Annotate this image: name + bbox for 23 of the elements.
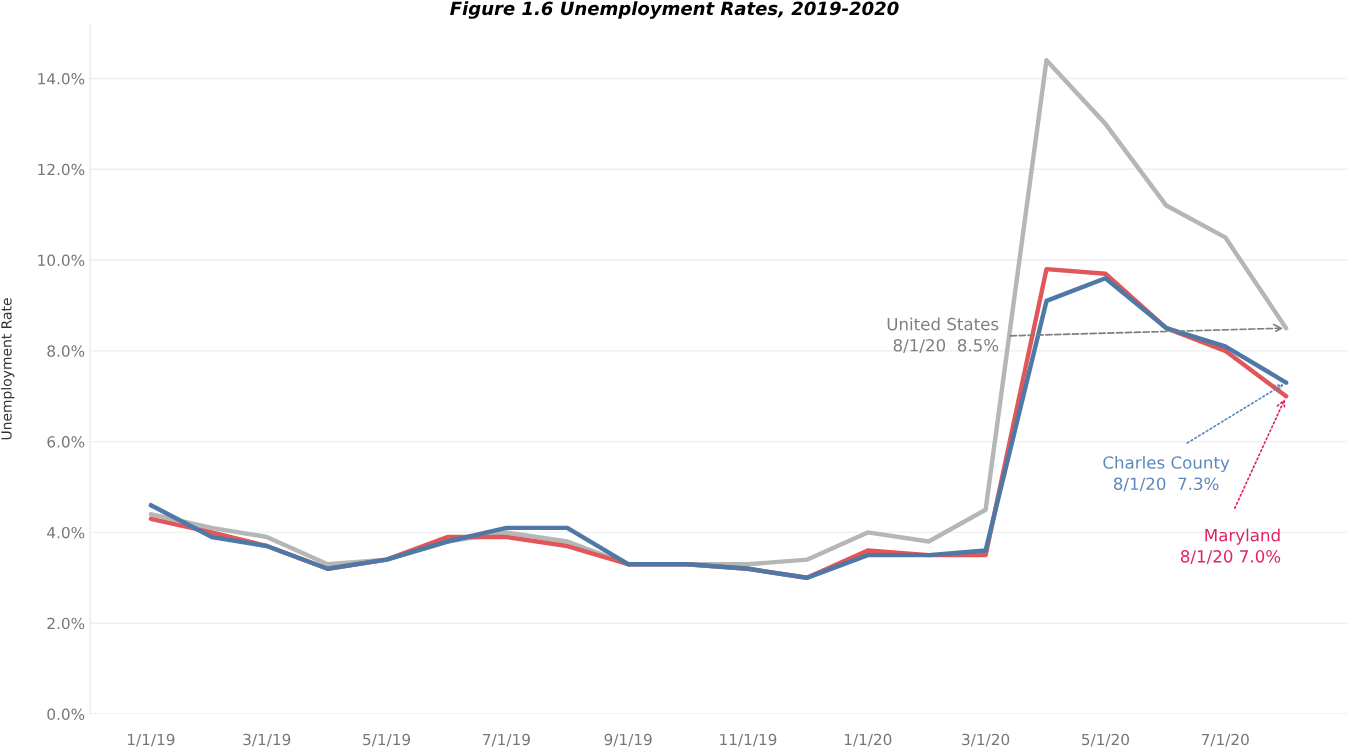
annotation: Maryland 8/1/20 7.0% — [1180, 528, 1281, 564]
x-tick-label: 5/1/20 — [1082, 733, 1129, 747]
annotation: United States 8/1/20 8.5% — [887, 317, 999, 353]
x-tick-label: 11/1/19 — [720, 733, 777, 747]
y-tick-label: 0.0% — [47, 708, 85, 721]
x-tick-label: 7/1/19 — [483, 733, 530, 747]
y-tick-label: 14.0% — [38, 72, 85, 85]
x-tick-label: 1/1/19 — [127, 733, 175, 747]
annotation: Charles County 8/1/20 7.3% — [1103, 455, 1230, 492]
y-tick-label: 2.0% — [47, 617, 85, 630]
y-tick-label: 12.0% — [38, 163, 85, 176]
y-tick-label: 4.0% — [47, 526, 85, 539]
x-tick-label: 5/1/19 — [363, 733, 411, 747]
y-tick-label: 10.0% — [38, 254, 85, 267]
x-tick-label: 3/1/20 — [962, 733, 1010, 747]
chart-title: Figure 1.6 Unemployment Rates, 2019-2020 — [450, 1, 899, 19]
x-tick-label: 1/1/20 — [844, 733, 892, 747]
x-tick-label: 7/1/20 — [1201, 733, 1249, 747]
x-tick-label: 3/1/19 — [243, 733, 291, 747]
x-tick-label: 9/1/19 — [604, 733, 652, 747]
y-axis-title: Unemployment Rate — [0, 298, 15, 440]
y-tick-label: 6.0% — [47, 436, 85, 448]
y-tick-label: 8.0% — [47, 345, 85, 357]
